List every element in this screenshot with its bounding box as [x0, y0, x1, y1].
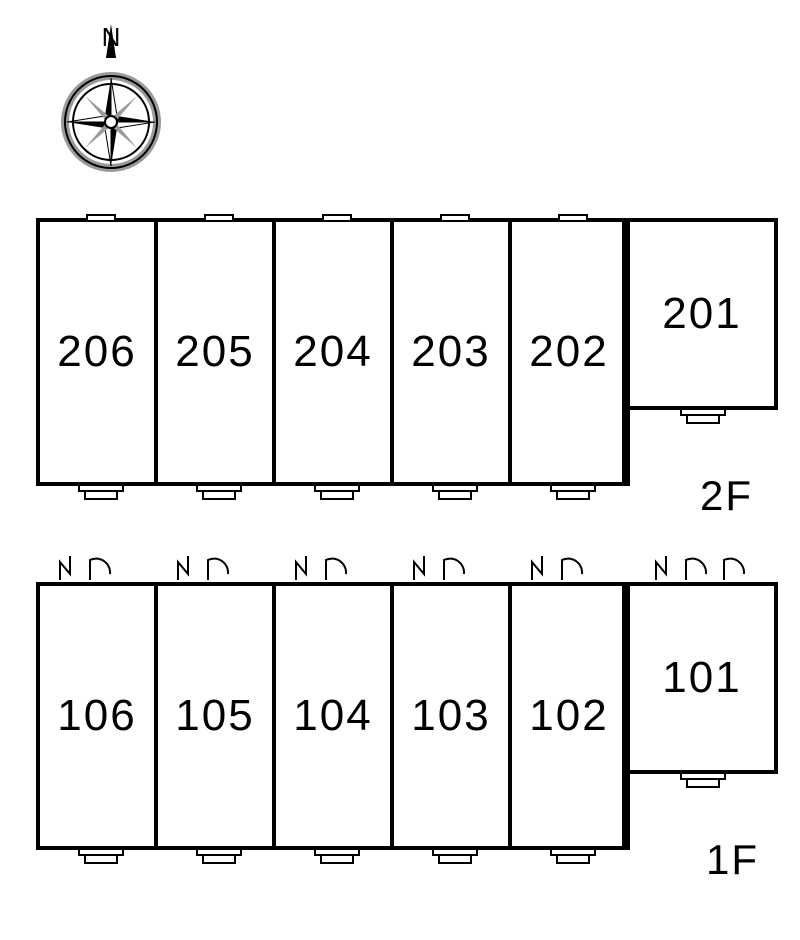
unit-label: 102 [529, 691, 608, 741]
unit-201: 201 [626, 218, 778, 410]
unit-106: 106 [36, 582, 158, 850]
unit-102: 102 [508, 582, 630, 850]
top-tick [204, 214, 234, 220]
unit-206: 206 [36, 218, 158, 486]
door-icon [550, 484, 596, 500]
top-tick [322, 214, 352, 220]
unit-label: 204 [293, 327, 372, 377]
door-icon [680, 408, 726, 424]
door-icon [314, 848, 360, 864]
door-icon [78, 484, 124, 500]
door-icon [78, 848, 124, 864]
unit-104: 104 [272, 582, 394, 850]
unit-label: 203 [411, 327, 490, 377]
top-tick [558, 214, 588, 220]
door-icon [432, 848, 478, 864]
door-icon [550, 848, 596, 864]
unit-105: 105 [154, 582, 276, 850]
unit-label: 105 [175, 691, 254, 741]
compass-icon: N [52, 18, 170, 186]
door-icon [314, 484, 360, 500]
unit-101: 101 [626, 582, 778, 774]
unit-label: 101 [662, 653, 741, 703]
unit-label: 106 [57, 691, 136, 741]
unit-203: 203 [390, 218, 512, 486]
unit-label: 205 [175, 327, 254, 377]
unit-label: 206 [57, 327, 136, 377]
floor-label-1f: 1F [706, 836, 759, 884]
door-icon [680, 772, 726, 788]
unit-204: 204 [272, 218, 394, 486]
unit-label: 201 [662, 289, 741, 339]
unit-label: 202 [529, 327, 608, 377]
door-icon [432, 484, 478, 500]
floorplan-canvas: N 206 205 2 [0, 0, 800, 940]
door-icon [196, 848, 242, 864]
top-tick [440, 214, 470, 220]
door-icon [196, 484, 242, 500]
unit-label: 104 [293, 691, 372, 741]
unit-103: 103 [390, 582, 512, 850]
unit-202: 202 [508, 218, 630, 486]
floor-label-2f: 2F [700, 472, 753, 520]
unit-label: 103 [411, 691, 490, 741]
top-tick [86, 214, 116, 220]
unit-205: 205 [154, 218, 276, 486]
